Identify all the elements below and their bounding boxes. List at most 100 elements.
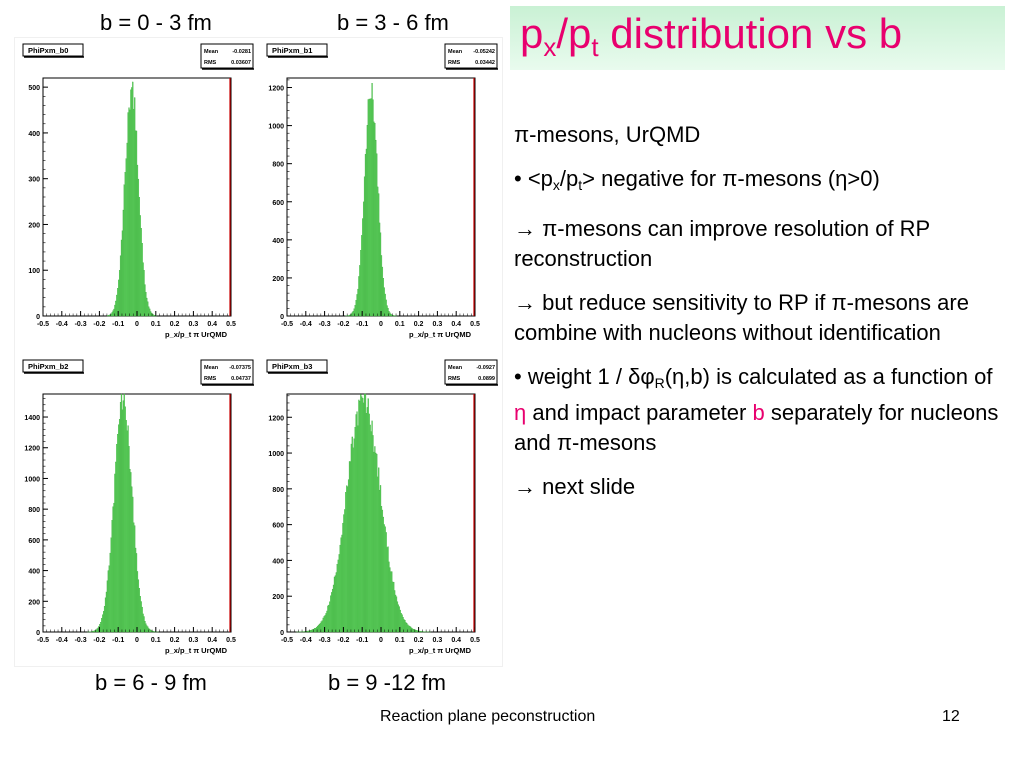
- histogram-panel-b3: 0 200 400 600 800 1000 1200 -0.5 -0.4 -0.3 -0.2 -0.…: [259, 354, 502, 666]
- x-tick-label: -0.2: [337, 321, 349, 328]
- stats-mean-label: Mean: [204, 365, 219, 371]
- x-tick-label: -0.2: [93, 321, 105, 328]
- x-tick-label: 0.1: [395, 321, 405, 328]
- x-tick-label: -0.3: [319, 637, 331, 644]
- y-tick-label: 600: [272, 200, 284, 207]
- histogram-grid: 0 100 200 300 400 500 -0.5 -0.4 -0.3 -0.2 -0.1 0 0.1…: [14, 37, 503, 667]
- y-tick-label: 1000: [268, 451, 284, 458]
- y-tick-label: 600: [28, 538, 40, 545]
- x-tick-label: -0.5: [37, 321, 49, 328]
- x-tick-label: 0.3: [189, 637, 199, 644]
- x-tick-label: -0.2: [93, 637, 105, 644]
- x-axis-label: p_x/p_t π UrQMD: [409, 646, 472, 655]
- plot-frame: [286, 77, 476, 317]
- histogram-b0: 0 100 200 300 400 500 -0.5 -0.4 -0.3 -0.2 -0.1 0 0.1…: [22, 43, 254, 339]
- x-tick-label: -0.4: [300, 637, 312, 644]
- y-tick-label: 200: [28, 599, 40, 606]
- stats-rms-value: 0.03607: [231, 60, 251, 66]
- y-tick-label: 800: [272, 487, 284, 494]
- histogram-b3: 0 200 400 600 800 1000 1200 -0.5 -0.4 -0.3 -0.2 -0.…: [266, 359, 498, 655]
- histogram-bars: [296, 393, 431, 633]
- x-tick-label: 0.4: [451, 321, 461, 328]
- x-tick-label: 0: [135, 637, 139, 644]
- x-tick-label: 0.1: [151, 637, 161, 644]
- x-tick-label: 0.2: [170, 321, 180, 328]
- b-label-bottom-left: b = 6 - 9 fm: [95, 670, 207, 695]
- slide-title: px/pt distribution vs b: [520, 10, 903, 62]
- y-tick-label: 600: [272, 523, 284, 530]
- x-tick-label: 0.2: [414, 321, 424, 328]
- histogram-name: PhiPxm_b1: [272, 46, 312, 55]
- histogram-name: PhiPxm_b3: [272, 362, 312, 371]
- y-tick-label: 1200: [24, 446, 40, 453]
- y-tick-label: 300: [28, 177, 40, 184]
- histogram-name-box: [266, 43, 328, 57]
- stats-rms-label: RMS: [448, 376, 461, 382]
- b-label-bottom-right: b = 9 -12 fm: [328, 670, 447, 695]
- x-tick-label: 0.4: [207, 637, 217, 644]
- stats-mean-label: Mean: [448, 49, 463, 55]
- y-tick-label: 1000: [268, 124, 284, 131]
- histogram-name-box: [266, 359, 328, 373]
- x-tick-label: 0.3: [433, 321, 443, 328]
- stats-rms-label: RMS: [204, 376, 217, 382]
- stats-box: [200, 43, 254, 69]
- stats-box: [444, 43, 498, 69]
- title-background: [510, 6, 1005, 70]
- x-tick-label: -0.4: [56, 321, 68, 328]
- y-tick-label: 400: [28, 131, 40, 138]
- y-tick-label: 200: [28, 222, 40, 229]
- x-tick-label: -0.5: [281, 637, 293, 644]
- stats-mean-label: Mean: [204, 49, 219, 55]
- y-tick-label: 200: [272, 594, 284, 601]
- x-tick-label: 0.3: [433, 637, 443, 644]
- x-tick-label: 0.2: [170, 637, 180, 644]
- page-number: 12: [942, 708, 960, 725]
- x-tick-label: 0: [379, 637, 383, 644]
- y-tick-label: 400: [28, 569, 40, 576]
- x-tick-label: 0.5: [226, 321, 236, 328]
- x-tick-label: -0.4: [56, 637, 68, 644]
- x-tick-label: 0.5: [470, 321, 480, 328]
- stats-rms-value: 0.0899: [478, 376, 495, 382]
- stats-rms-label: RMS: [204, 60, 217, 66]
- y-tick-label: 0: [36, 630, 40, 637]
- text-bullet-negative: • <px/pt> negative for π-mesons (η>0): [514, 166, 880, 193]
- y-tick-label: 800: [272, 162, 284, 169]
- stats-mean-value: -0.0281: [232, 49, 251, 55]
- y-tick-label: 0: [36, 314, 40, 321]
- x-tick-label: -0.3: [75, 637, 87, 644]
- x-tick-label: -0.2: [337, 637, 349, 644]
- x-tick-label: 0.4: [451, 637, 461, 644]
- histogram-bars: [87, 393, 159, 633]
- histogram-bars: [106, 81, 157, 317]
- text-arrow-improve: → π-mesons can improve resolution of RP …: [514, 216, 930, 271]
- x-tick-label: 0.3: [189, 321, 199, 328]
- x-axis-label: p_x/p_t π UrQMD: [409, 330, 472, 339]
- y-tick-label: 800: [28, 507, 40, 514]
- x-tick-label: 0.1: [151, 321, 161, 328]
- x-tick-label: -0.3: [319, 321, 331, 328]
- text-arrow-next: → next slide: [514, 474, 636, 499]
- stats-rms-label: RMS: [448, 60, 461, 66]
- histogram-name-box: [22, 359, 84, 373]
- stats-mean-value: -0.0927: [476, 365, 495, 371]
- slide-body-text: π-mesons, UrQMD • <px/pt> negative for π…: [514, 120, 1006, 516]
- histogram-b1: 0 200 400 600 800 1000 1200 -0.5 -0.4 -0.3 -0.2 -0.…: [266, 43, 498, 339]
- histogram-bars: [345, 83, 398, 317]
- footer-title: Reaction plane peconstruction: [380, 708, 596, 725]
- x-tick-label: -0.1: [356, 637, 368, 644]
- y-tick-label: 400: [272, 558, 284, 565]
- x-tick-label: 0: [135, 321, 139, 328]
- histogram-panel-b2: 0 200 400 600 800 1000 1200 1400 -0.5 -0.4 -0.3 -0.…: [15, 354, 258, 666]
- text-bullet-weight: • weight 1 / δφR(η,b) is calculated as a…: [514, 364, 999, 455]
- histogram-b2: 0 200 400 600 800 1000 1200 1400 -0.5 -0.4 -0.3 -0.…: [22, 359, 254, 655]
- histogram-name: PhiPxm_b0: [28, 46, 68, 55]
- y-tick-label: 100: [28, 268, 40, 275]
- x-axis-label: p_x/p_t π UrQMD: [165, 330, 228, 339]
- x-axis-label: p_x/p_t π UrQMD: [165, 646, 228, 655]
- y-tick-label: 1200: [268, 415, 284, 422]
- x-tick-label: 0.5: [226, 637, 236, 644]
- x-tick-label: 0: [379, 321, 383, 328]
- x-tick-label: -0.1: [112, 321, 124, 328]
